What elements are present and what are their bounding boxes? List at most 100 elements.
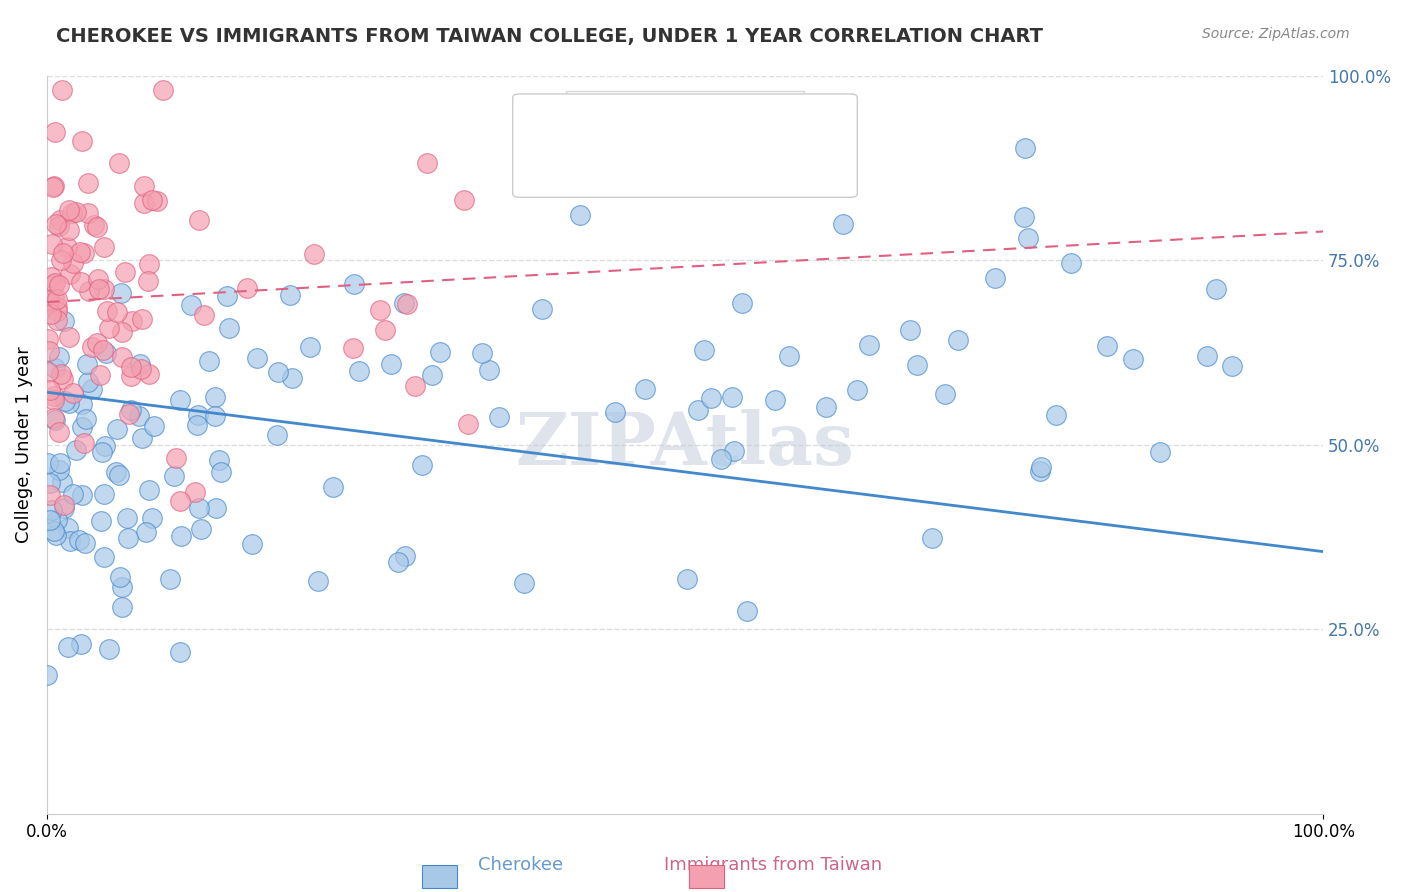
- Cherokee: [169, 645, 191, 659]
- Cherokee: [44, 361, 66, 376]
- Immigrants from Taiwan: [44, 389, 66, 403]
- Cherokee: [45, 527, 67, 541]
- Immigrants from Taiwan: [45, 304, 67, 318]
- Immigrants from Taiwan: [453, 194, 475, 208]
- Cherokee: [105, 422, 128, 436]
- Immigrants from Taiwan: [368, 302, 391, 317]
- Cherokee: [513, 575, 536, 590]
- Immigrants from Taiwan: [46, 301, 69, 315]
- Cherokee: [56, 521, 79, 535]
- Cherokee: [53, 393, 76, 408]
- Cherokee: [111, 581, 134, 595]
- Immigrants from Taiwan: [73, 436, 96, 450]
- Immigrants from Taiwan: [37, 365, 59, 379]
- Cherokee: [1095, 339, 1118, 353]
- Cherokee: [58, 395, 80, 409]
- Immigrants from Taiwan: [62, 385, 84, 400]
- Immigrants from Taiwan: [120, 368, 142, 383]
- Immigrants from Taiwan: [51, 367, 73, 381]
- Immigrants from Taiwan: [131, 312, 153, 326]
- Cherokee: [921, 531, 943, 545]
- Cherokee: [110, 285, 132, 300]
- Cherokee: [394, 549, 416, 563]
- Immigrants from Taiwan: [42, 393, 65, 408]
- Immigrants from Taiwan: [89, 282, 111, 296]
- Cherokee: [37, 456, 59, 470]
- Immigrants from Taiwan: [457, 417, 479, 431]
- Cherokee: [380, 357, 402, 371]
- Cherokee: [1220, 359, 1243, 373]
- Cherokee: [62, 487, 84, 501]
- Text: Source: ZipAtlas.com: Source: ZipAtlas.com: [1202, 27, 1350, 41]
- Cherokee: [720, 390, 742, 404]
- Cherokee: [531, 301, 554, 316]
- Cherokee: [69, 637, 91, 651]
- Cherokee: [1031, 460, 1053, 475]
- Cherokee: [138, 483, 160, 497]
- Cherokee: [76, 357, 98, 371]
- Cherokee: [108, 467, 131, 482]
- Cherokee: [204, 409, 226, 423]
- Cherokee: [1060, 255, 1083, 269]
- Cherokee: [710, 452, 733, 467]
- Cherokee: [46, 513, 69, 527]
- Immigrants from Taiwan: [39, 383, 62, 397]
- Immigrants from Taiwan: [70, 276, 93, 290]
- Cherokee: [1029, 464, 1052, 478]
- Immigrants from Taiwan: [146, 194, 169, 208]
- Cherokee: [1045, 408, 1067, 422]
- Immigrants from Taiwan: [48, 278, 70, 293]
- Cherokee: [135, 524, 157, 539]
- Cherokee: [208, 453, 231, 467]
- Immigrants from Taiwan: [42, 411, 65, 425]
- Cherokee: [141, 511, 163, 525]
- Text: Immigrants from Taiwan: Immigrants from Taiwan: [664, 856, 883, 874]
- Immigrants from Taiwan: [165, 451, 187, 466]
- Cherokee: [51, 475, 73, 490]
- Cherokee: [429, 344, 451, 359]
- Cherokee: [70, 488, 93, 502]
- Immigrants from Taiwan: [42, 291, 65, 305]
- Cherokee: [723, 443, 745, 458]
- Immigrants from Taiwan: [46, 293, 69, 307]
- Cherokee: [169, 393, 191, 408]
- Immigrants from Taiwan: [52, 246, 75, 260]
- Cherokee: [634, 383, 657, 397]
- Cherokee: [343, 277, 366, 292]
- Cherokee: [115, 511, 138, 525]
- Immigrants from Taiwan: [38, 293, 60, 308]
- Cherokee: [108, 570, 131, 584]
- Immigrants from Taiwan: [342, 342, 364, 356]
- Immigrants from Taiwan: [51, 83, 73, 97]
- Cherokee: [763, 392, 786, 407]
- Immigrants from Taiwan: [77, 176, 100, 190]
- Cherokee: [90, 514, 112, 528]
- Cherokee: [478, 363, 501, 377]
- Cherokee: [471, 346, 494, 360]
- Cherokee: [1122, 352, 1144, 367]
- Cherokee: [307, 574, 329, 589]
- Immigrants from Taiwan: [136, 274, 159, 288]
- Immigrants from Taiwan: [83, 218, 105, 232]
- Cherokee: [603, 405, 626, 419]
- Cherokee: [67, 533, 90, 547]
- Cherokee: [204, 500, 226, 515]
- Immigrants from Taiwan: [89, 368, 111, 383]
- Cherokee: [392, 296, 415, 310]
- Immigrants from Taiwan: [52, 498, 75, 512]
- Immigrants from Taiwan: [56, 240, 79, 254]
- Cherokee: [48, 350, 70, 364]
- Immigrants from Taiwan: [70, 134, 93, 148]
- Cherokee: [159, 572, 181, 586]
- Immigrants from Taiwan: [374, 323, 396, 337]
- Cherokee: [142, 419, 165, 434]
- Immigrants from Taiwan: [41, 236, 63, 251]
- Cherokee: [322, 480, 344, 494]
- Cherokee: [80, 382, 103, 396]
- Immigrants from Taiwan: [58, 267, 80, 281]
- Immigrants from Taiwan: [44, 276, 66, 290]
- Cherokee: [204, 390, 226, 404]
- Cherokee: [569, 208, 592, 222]
- Cherokee: [56, 640, 79, 654]
- Immigrants from Taiwan: [39, 270, 62, 285]
